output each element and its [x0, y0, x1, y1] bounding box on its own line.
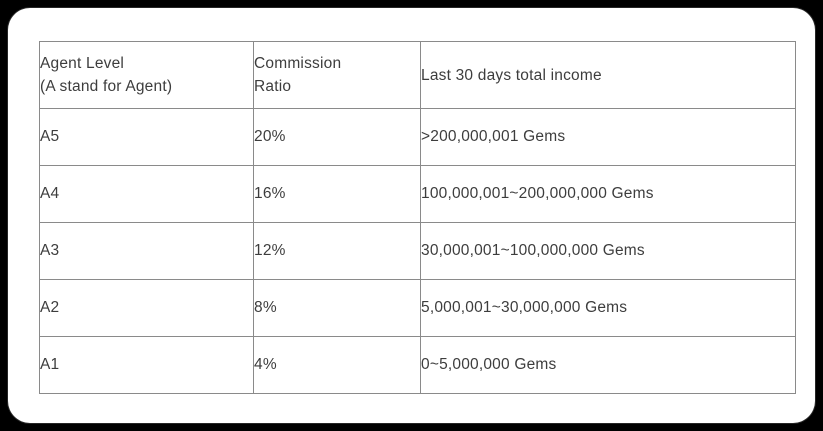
cell-level: A4 — [39, 165, 254, 223]
header-agent-level: Agent Level (A stand for Agent) — [39, 41, 254, 109]
header-row: Agent Level (A stand for Agent) Commissi… — [39, 41, 796, 109]
cell-ratio: 16% — [253, 165, 421, 223]
cell-income: 0~5,000,000 Gems — [420, 336, 796, 394]
commission-info-card: Agent Level (A stand for Agent) Commissi… — [8, 8, 815, 423]
header-commission-ratio: Commission Ratio — [253, 41, 421, 109]
table-row-a5: A5 20% >200,000,001 Gems — [39, 108, 796, 166]
cell-ratio: 20% — [253, 108, 421, 166]
cell-level: A1 — [39, 336, 254, 394]
cell-income: 30,000,001~100,000,000 Gems — [420, 222, 796, 280]
cell-level: A3 — [39, 222, 254, 280]
table-row-a4: A4 16% 100,000,001~200,000,000 Gems — [39, 165, 796, 223]
cell-ratio: 12% — [253, 222, 421, 280]
cell-level: A2 — [39, 279, 254, 337]
commission-table: Agent Level (A stand for Agent) Commissi… — [39, 41, 796, 394]
cell-income: 100,000,001~200,000,000 Gems — [420, 165, 796, 223]
table-row-a1: A1 4% 0~5,000,000 Gems — [39, 336, 796, 394]
cell-level: A5 — [39, 108, 254, 166]
table-row-a3: A3 12% 30,000,001~100,000,000 Gems — [39, 222, 796, 280]
cell-ratio: 4% — [253, 336, 421, 394]
table-row-a2: A2 8% 5,000,001~30,000,000 Gems — [39, 279, 796, 337]
cell-ratio: 8% — [253, 279, 421, 337]
header-total-income: Last 30 days total income — [420, 41, 796, 109]
cell-income: 5,000,001~30,000,000 Gems — [420, 279, 796, 337]
cell-income: >200,000,001 Gems — [420, 108, 796, 166]
